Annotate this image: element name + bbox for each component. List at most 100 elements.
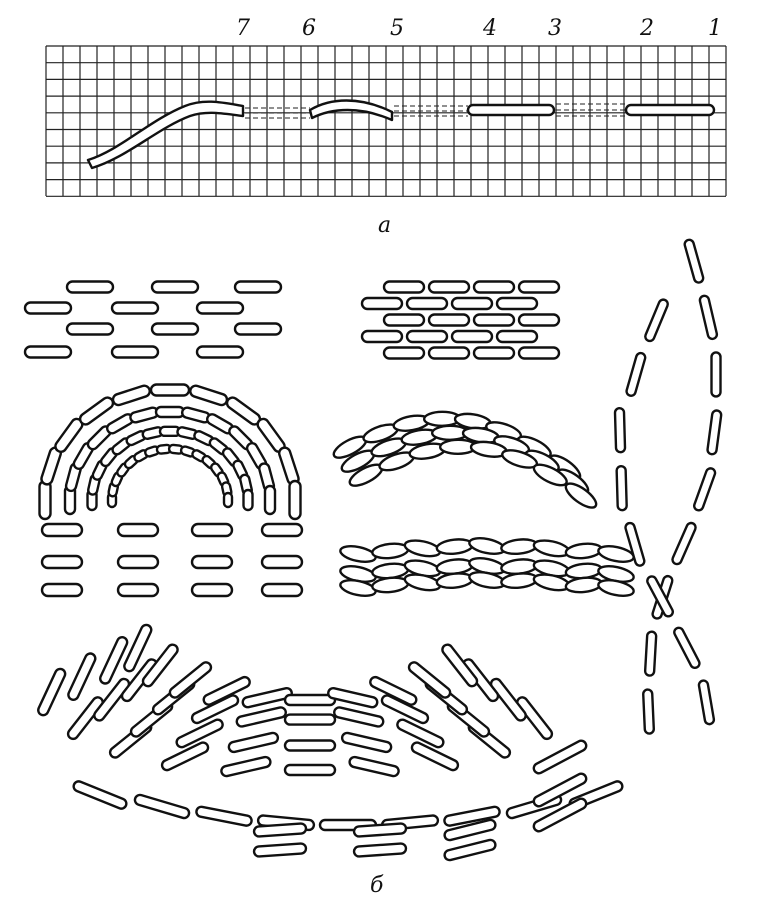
fan-stitch: [516, 696, 554, 741]
fan-stitch: [227, 731, 280, 754]
fan-stitch: [443, 805, 501, 827]
arch-stitch: [278, 446, 300, 486]
running-stitch: [693, 467, 717, 512]
column-stitch: [40, 554, 84, 570]
fan-stitch: [123, 623, 153, 673]
running-stitch: [642, 688, 655, 735]
column-stitch: [260, 522, 304, 538]
fan-stitch: [443, 818, 497, 842]
fan-stitch: [396, 718, 445, 749]
brick-stitch: [110, 301, 160, 315]
fan-stitch: [532, 739, 588, 775]
brick-stitch: [472, 313, 516, 327]
fan-stitch: [241, 686, 293, 709]
stitch-number-1: 1: [708, 16, 722, 41]
arch-stitch: [263, 484, 277, 516]
brick-stitch: [382, 280, 426, 294]
running-stitch: [697, 679, 716, 726]
fan-stitch: [333, 706, 385, 728]
fan-stitch: [66, 696, 104, 741]
arch-stitch: [242, 488, 254, 512]
running-stitch: [646, 575, 675, 618]
fan-stitch: [532, 797, 588, 833]
fan-stitch: [37, 667, 67, 717]
brick-stitch: [23, 301, 73, 315]
brick-stitch: [472, 346, 516, 360]
brick-stitch: [450, 329, 494, 344]
running-stitch: [683, 238, 705, 284]
straight-stitch-4-3: [466, 103, 556, 117]
fan-stitch: [283, 739, 337, 752]
brick-stitch: [195, 301, 245, 315]
fan-stitch: [441, 643, 479, 688]
running-stitch: [613, 407, 627, 454]
satin-stitch: [468, 536, 506, 556]
column-stitch: [260, 582, 304, 598]
fan-stitch: [340, 731, 393, 754]
fan-stitch: [168, 661, 213, 699]
satin-stitch: [500, 538, 539, 556]
panel-b-stitch-patterns: б: [23, 238, 723, 898]
fan-stitch: [93, 677, 131, 722]
satin-stitch: [597, 578, 635, 598]
brick-stitch: [405, 329, 449, 344]
fan-stitch: [283, 763, 337, 777]
fan-stitch: [380, 694, 430, 725]
brick-stitch: [517, 313, 561, 327]
satin-stitch: [371, 576, 410, 594]
vertical-crossing-curves: [613, 238, 723, 735]
fan-stitch: [220, 755, 272, 778]
satin-stitch: [339, 544, 377, 564]
brick-stitch: [427, 346, 471, 360]
running-stitch: [624, 521, 646, 567]
fan-stitch: [141, 643, 179, 688]
satin-stitch: [532, 463, 568, 487]
fan-stitch: [195, 805, 253, 827]
curved-band-lower: [339, 536, 635, 598]
arch-pattern: [38, 383, 304, 598]
brick-stitch: [517, 280, 561, 294]
running-stitch: [615, 464, 628, 512]
running-stitch: [625, 351, 647, 397]
arch-stitch: [54, 417, 84, 453]
satin-stitch: [435, 572, 474, 590]
arch-stitch: [154, 405, 186, 419]
brick-stitch: [233, 280, 283, 294]
satin-stitch: [500, 572, 539, 590]
satin-stitch: [532, 539, 571, 558]
stitch-number-4: 4: [482, 16, 497, 41]
brick-stitch: [360, 296, 404, 311]
brick-stitch: [382, 346, 426, 360]
brick-stitch: [405, 296, 449, 311]
fan-arc-pattern: [37, 623, 624, 862]
brick-stitch: [150, 280, 200, 294]
brick-stitch: [427, 280, 471, 294]
column-stitch: [190, 582, 234, 598]
fan-stitch: [133, 793, 191, 820]
arch-stitch: [225, 396, 262, 426]
brick-stitch: [427, 313, 471, 327]
stitch-number-7: 7: [236, 16, 250, 41]
fan-stitch: [160, 741, 210, 772]
running-stitch: [671, 521, 697, 566]
arch-stitch: [149, 383, 191, 397]
caption-b: б: [370, 873, 384, 898]
brick-stitch: [495, 296, 539, 311]
fan-stitch: [352, 822, 408, 838]
underside-thread-dashes: [245, 103, 626, 119]
arch-stitch: [129, 406, 160, 424]
column-stitch: [190, 554, 234, 570]
arch-stitch: [189, 384, 229, 407]
column-stitch: [40, 582, 84, 598]
fan-stitch: [348, 755, 400, 778]
fan-stitch: [369, 675, 418, 706]
fan-stitch: [99, 636, 129, 685]
running-stitch: [710, 351, 722, 398]
brick-stitch: [233, 322, 283, 336]
brick-stitch: [65, 322, 115, 336]
fan-stitch: [352, 842, 408, 858]
satin-stitch: [564, 542, 603, 560]
grid-canvas: [45, 45, 727, 197]
fan-stitch: [72, 780, 128, 810]
fan-stitch: [67, 652, 97, 701]
